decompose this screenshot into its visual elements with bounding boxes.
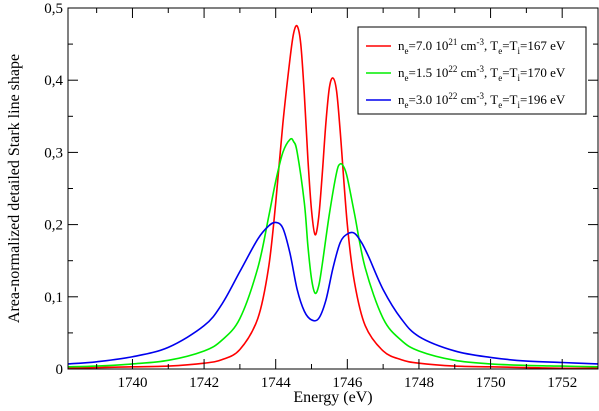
series-line-2: [68, 137, 598, 368]
y-tick-label: 0: [56, 362, 64, 378]
legend-entry-3: ne=3.0 1022 cm-3, Te=Ti=196 eV: [398, 91, 566, 110]
series-layer: [68, 24, 598, 369]
y-axis-label: Area-normalized detailed Stark line shap…: [6, 54, 23, 323]
legend-box: [357, 26, 587, 115]
x-tick-label: 1752: [547, 375, 577, 391]
legend: ne=7.0 1021 cm-3, Te=Ti=167 eV ne=1.5 102…: [357, 26, 587, 115]
y-tick-label: 0,3: [44, 145, 63, 161]
y-tick-label: 0,1: [44, 290, 63, 306]
series-line-1: [68, 24, 598, 369]
x-tick-label: 1746: [332, 375, 363, 391]
y-tick-label: 0,2: [44, 218, 63, 234]
x-tick-label: 1748: [404, 375, 434, 391]
x-tick-label: 1740: [117, 375, 147, 391]
y-tick-label: 0,5: [44, 1, 63, 17]
x-axis-label: Energy (eV): [293, 389, 372, 406]
y-tick-label: 0,4: [44, 73, 63, 89]
x-tick-label: 1744: [261, 375, 292, 391]
legend-entry-2: ne=1.5 1022 cm-3, Te=Ti=170 eV: [398, 64, 566, 83]
x-tick-label: 1742: [189, 375, 219, 391]
legend-entry-1: ne=7.0 1021 cm-3, Te=Ti=167 eV: [398, 37, 566, 56]
x-axis: 1740 1742 1744 1746 1748 1750 1752: [96, 8, 599, 391]
series-line-3: [68, 221, 598, 365]
x-tick-label: 1750: [476, 375, 506, 391]
y-axis: 0 0,1 0,2 0,3 0,4 0,5: [44, 1, 598, 378]
